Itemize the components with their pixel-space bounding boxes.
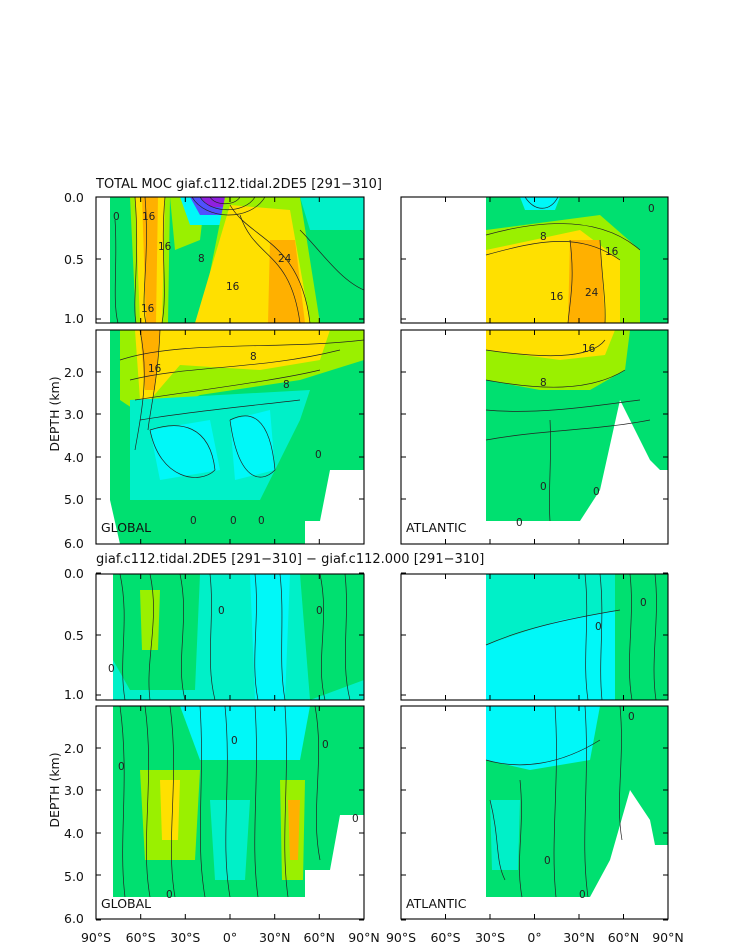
moc-global-contour-label: 16 [141,303,155,315]
xtick-label: 60°N [608,930,640,945]
diff-global-contour-label: 0 [108,663,115,675]
diff-ytick-label: 0.0 [64,566,84,581]
moc-ytick-label: 0.5 [64,252,84,267]
xtick-label: 90°N [652,930,684,945]
moc-ytick-label: 5.0 [64,492,84,507]
diff-atlantic-contour-label: 0 [640,597,647,609]
x-axis: 90°S 60°S 30°S 0° 30°N 60°N 90°N 90°S 60°S 30°S 0°… [81,196,684,945]
moc-global-contour-label: 16 [148,363,162,375]
moc-ytick-label: 1.0 [64,311,84,326]
moc-atlantic-basin-label: ATLANTIC [406,520,467,535]
diff-atlantic-lower-contours [485,706,623,898]
moc-global-contour-label: 16 [158,241,172,253]
diff-atlantic-contour-label: 0 [628,711,635,723]
moc-atlantic-contour-label: 8 [540,377,547,389]
diff-global-upper-field [113,574,364,700]
moc-global-contour-label: 8 [283,379,290,391]
xtick-label: 60°N [304,930,336,945]
diff-global-contour-label: 0 [218,605,225,617]
diff-atlantic-lower-field [486,706,668,897]
diff-title: giaf.c112.tidal.2DE5 [291−310] − giaf.c1… [96,552,484,567]
diff-atlantic-basin-label: ATLANTIC [406,896,467,911]
moc-atlantic-contour-label: 8 [540,231,547,243]
diff-atlantic-contour-label: 0 [595,621,602,633]
moc-global-contour-label: 8 [250,351,257,363]
moc-global-contour-label: 24 [278,253,292,265]
diff-global-contour-label: 0 [231,735,238,747]
xtick-label: 0° [223,930,237,945]
moc-global-contour-label: 0 [190,515,197,527]
diff-global-contour-label: 0 [316,605,323,617]
diff-global-contour-label: 0 [322,739,329,751]
moc-ytick-label: 2.0 [64,365,84,380]
diff-global-upper-contours [119,574,351,700]
moc-global-upper-field [110,197,364,323]
diff-atlantic-upper-contours [485,574,657,700]
moc-global-contour-label: 8 [198,253,205,265]
moc-atlantic-lower-contours [485,339,651,522]
moc-ytick-label: 4.0 [64,450,84,465]
moc-ytick-label: 6.0 [64,536,84,551]
diff-atlantic-upper-field [486,574,668,700]
diff-global-contour-label: 0 [118,761,125,773]
moc-ytick-label: 3.0 [64,407,84,422]
diff-ytick-label: 6.0 [64,911,84,926]
xtick-label: 60°S [126,930,156,945]
diff-ytick-label: 3.0 [64,783,84,798]
moc-global-contour-label: 16 [226,281,240,293]
xtick-label: 90°S [81,930,111,945]
diff-global-contour-label: 0 [352,813,359,825]
diff-atlantic-contour-label: 0 [544,855,551,867]
moc-global-contour-label: 0 [113,211,120,223]
xtick-label: 30°N [259,930,291,945]
moc-global-upper-contours [114,197,364,323]
moc-atlantic-contour-label: 0 [593,486,600,498]
moc-atlantic-upper-field [486,197,668,323]
moc-global-lower-field [110,330,364,544]
moc-global-contour-label: 0 [258,515,265,527]
xtick-label: 30°S [475,930,505,945]
diff-ytick-label: 0.5 [64,628,84,643]
diff-ytick-label: 4.0 [64,826,84,841]
diff-global-lower-field [113,706,364,897]
diff-ytick-label: 1.0 [64,687,84,702]
diff-ylabel: DEPTH (km) [47,752,62,827]
diff-ytick-label: 5.0 [64,869,84,884]
moc-global-basin-label: GLOBAL [101,520,151,535]
moc-atlantic-contour-label: 0 [540,481,547,493]
moc-ytick-label: 0.0 [64,190,84,205]
diff-global-contour-label: 0 [166,889,173,901]
moc-global-contour-label: 0 [230,515,237,527]
moc-ylabel: DEPTH (km) [47,376,62,451]
xtick-label: 30°S [170,930,200,945]
moc-atlantic-contour-label: 16 [550,291,564,303]
xtick-label: 90°S [386,930,416,945]
moc-title: TOTAL MOC giaf.c112.tidal.2DE5 [291−310] [95,177,382,192]
xtick-label: 90°N [348,930,380,945]
moc-atlantic-contour-label: 24 [585,287,599,299]
xtick-label: 60°S [430,930,460,945]
moc-atlantic-contour-label: 0 [516,517,523,529]
diff-ytick-label: 2.0 [64,741,84,756]
moc-atlantic-contour-label: 16 [582,343,596,355]
xtick-label: 30°N [563,930,595,945]
moc-atlantic-contour-label: 0 [648,203,655,215]
xtick-label: 0° [527,930,541,945]
moc-atlantic-upper-contours [485,197,641,323]
diff-global-basin-label: GLOBAL [101,896,151,911]
moc-global-contour-label: 16 [142,211,156,223]
moc-atlantic-lower-field [486,330,668,521]
moc-atlantic-contour-label: 16 [605,246,619,258]
moc-global-contour-label: 0 [315,449,322,461]
diff-atlantic-contour-label: 0 [579,889,586,901]
diff-global-lower-contours [119,706,321,898]
